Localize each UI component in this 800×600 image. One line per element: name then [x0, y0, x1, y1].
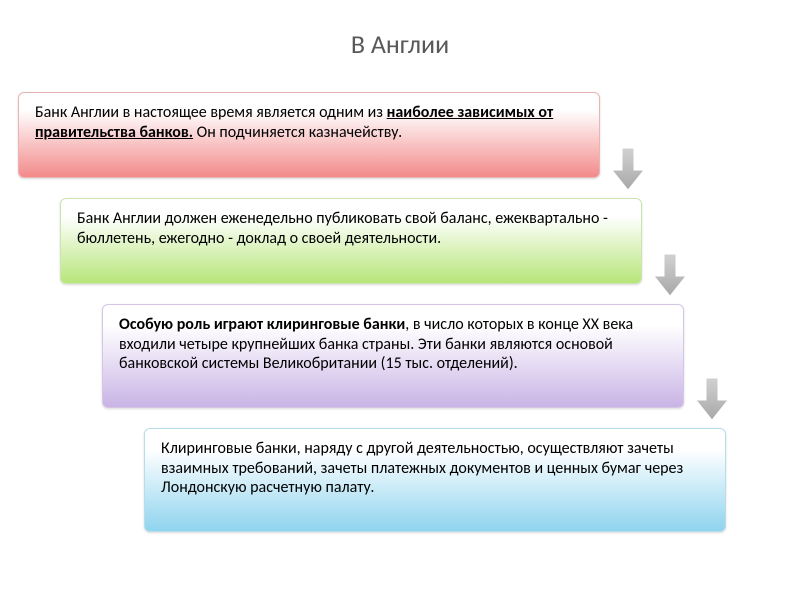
flow-box-2: Банк Англии должен еженедельно публикова…	[60, 198, 642, 284]
flow-box-text: Банк Англии должен еженедельно публикова…	[77, 209, 625, 248]
flow-box-text: Клиринговые банки, наряду с другой деяте…	[161, 439, 709, 498]
flow-box-text: Особую роль играют клиринговые банки, в …	[119, 315, 667, 374]
flow-box-text: Банк Англии в настоящее время является о…	[35, 103, 583, 142]
flow-box-1: Банк Англии в настоящее время является о…	[18, 92, 600, 178]
flow-arrow-3	[694, 378, 730, 420]
flow-arrow-2	[652, 254, 688, 296]
flow-box-4: Клиринговые банки, наряду с другой деяте…	[144, 428, 726, 532]
page-title: В Англии	[0, 0, 800, 60]
flow-box-3: Особую роль играют клиринговые банки, в …	[102, 304, 684, 408]
flow-arrow-1	[610, 148, 646, 190]
